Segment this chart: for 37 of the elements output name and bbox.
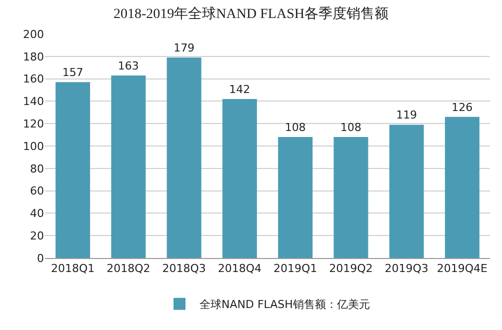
y-tick-label: 40 [30,207,44,220]
bar [278,137,313,258]
y-tick-label: 180 [23,50,44,64]
bar [389,124,424,258]
bar [334,137,368,258]
y-tick-label: 160 [23,72,44,86]
y-tick-label: 20 [30,229,44,242]
x-tick-label: 2019Q1 [273,262,318,276]
x-tick-label: 2018Q3 [162,262,206,276]
data-label: 108 [340,121,362,134]
x-tick-label: 2019Q3 [384,262,428,276]
y-tick-label: 100 [23,140,44,153]
legend-label: 全球NAND FLASH销售额：亿美元 [200,298,370,312]
y-tick-label: 120 [23,117,44,130]
bar [444,116,480,258]
bar [56,82,90,258]
data-label: 126 [452,100,473,114]
data-label: 108 [284,121,306,134]
x-tick-label: 2018Q1 [50,262,95,276]
x-tick-label: 2018Q4 [218,262,262,276]
data-label: 179 [174,42,195,55]
y-tick-label: 80 [30,162,44,176]
y-tick-label: 60 [30,184,44,198]
bar [166,58,202,258]
bar [111,75,146,258]
chart-title: 2018-2019年全球NAND FLASH各季度销售额 [114,6,388,22]
x-tick-label: 2018Q2 [106,262,150,276]
x-tick-label: 2019Q2 [329,262,373,276]
data-label: 142 [229,82,250,96]
y-tick-label: 140 [23,95,44,108]
data-label: 119 [396,108,418,122]
data-label: 163 [118,59,139,72]
bar [222,98,257,258]
y-tick-label: 0 [37,252,44,265]
data-label: 157 [62,66,84,80]
x-tick-label: 2019Q4E [436,262,488,276]
y-tick-label: 200 [23,28,44,41]
